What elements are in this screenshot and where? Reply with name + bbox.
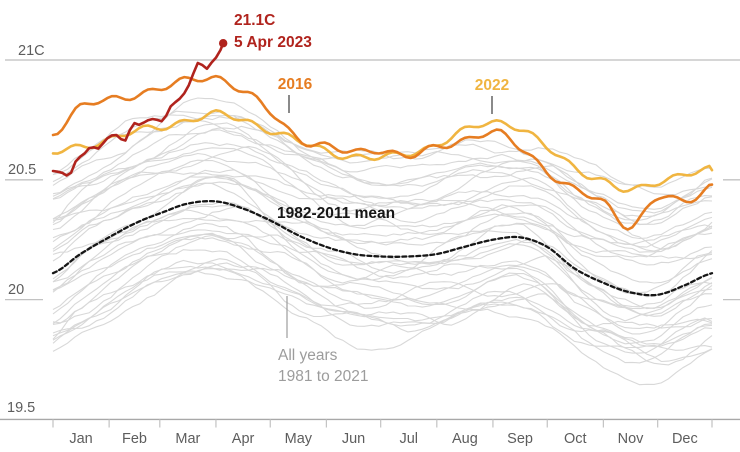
- label-2022: 2022: [475, 77, 509, 94]
- year-line: [52, 152, 713, 240]
- month-label-Sep: Sep: [507, 431, 533, 447]
- month-label-Jul: Jul: [399, 431, 418, 447]
- peak-date-label: 5 Apr 2023: [234, 34, 312, 51]
- year-line: [52, 232, 713, 345]
- all-years-lines: [52, 97, 713, 386]
- year-line: [52, 218, 713, 335]
- line-1982-2011-mean: [51, 199, 714, 297]
- month-label-Feb: Feb: [122, 431, 147, 447]
- year-line: [52, 176, 713, 266]
- label-all-years-2: 1981 to 2021: [278, 368, 369, 385]
- line-2016: [51, 74, 714, 231]
- month-label-Apr: Apr: [232, 431, 255, 447]
- year-line: [52, 142, 713, 226]
- year-line: [52, 259, 713, 347]
- month-label-Oct: Oct: [564, 431, 587, 447]
- year-line: [52, 268, 713, 386]
- year-line: [52, 222, 713, 345]
- label-all-years-1: All years: [278, 347, 338, 364]
- peak-value-label: 21.1C: [234, 12, 275, 29]
- month-label-Mar: Mar: [175, 431, 200, 447]
- y-label-20.5: 20.5: [8, 162, 36, 178]
- label-2016: 2016: [278, 76, 313, 93]
- x-axis-labels: Jan Feb Mar Apr May Jun Jul Aug Sep Oct Nov Dec 21C 2…: [7, 43, 698, 447]
- end-dot-2023: [218, 39, 228, 48]
- label-pointers: [286, 95, 493, 338]
- gridlines: [0, 59, 740, 421]
- month-label-Aug: Aug: [452, 431, 478, 447]
- year-line: [52, 205, 713, 322]
- year-line: [52, 147, 713, 248]
- month-label-Jan: Jan: [69, 431, 92, 447]
- year-line: [52, 236, 713, 329]
- label-mean: 1982-2011 mean: [277, 205, 395, 222]
- year-line: [52, 234, 713, 329]
- year-line: [52, 122, 713, 250]
- line-2022: [51, 109, 714, 193]
- y-label-19.5: 19.5: [7, 400, 35, 416]
- year-line: [52, 176, 713, 260]
- year-line: [52, 270, 713, 351]
- year-line: [52, 110, 713, 196]
- year-line: [52, 181, 713, 298]
- year-line: [52, 249, 713, 354]
- year-line: [52, 233, 713, 317]
- year-line: [52, 119, 713, 221]
- y-label-20: 20: [8, 282, 24, 298]
- year-line: [52, 229, 713, 308]
- x-axis-ticks: [52, 419, 713, 428]
- year-line: [52, 175, 713, 310]
- year-line: [52, 262, 713, 363]
- month-label-Dec: Dec: [672, 431, 698, 447]
- y-label-21C: 21C: [18, 43, 45, 59]
- month-label-May: May: [285, 431, 313, 447]
- month-label-Jun: Jun: [342, 431, 365, 447]
- year-line: [52, 125, 713, 225]
- month-label-Nov: Nov: [618, 431, 645, 447]
- year-line: [52, 169, 713, 245]
- year-line: [52, 182, 713, 284]
- line-2023: [51, 41, 225, 177]
